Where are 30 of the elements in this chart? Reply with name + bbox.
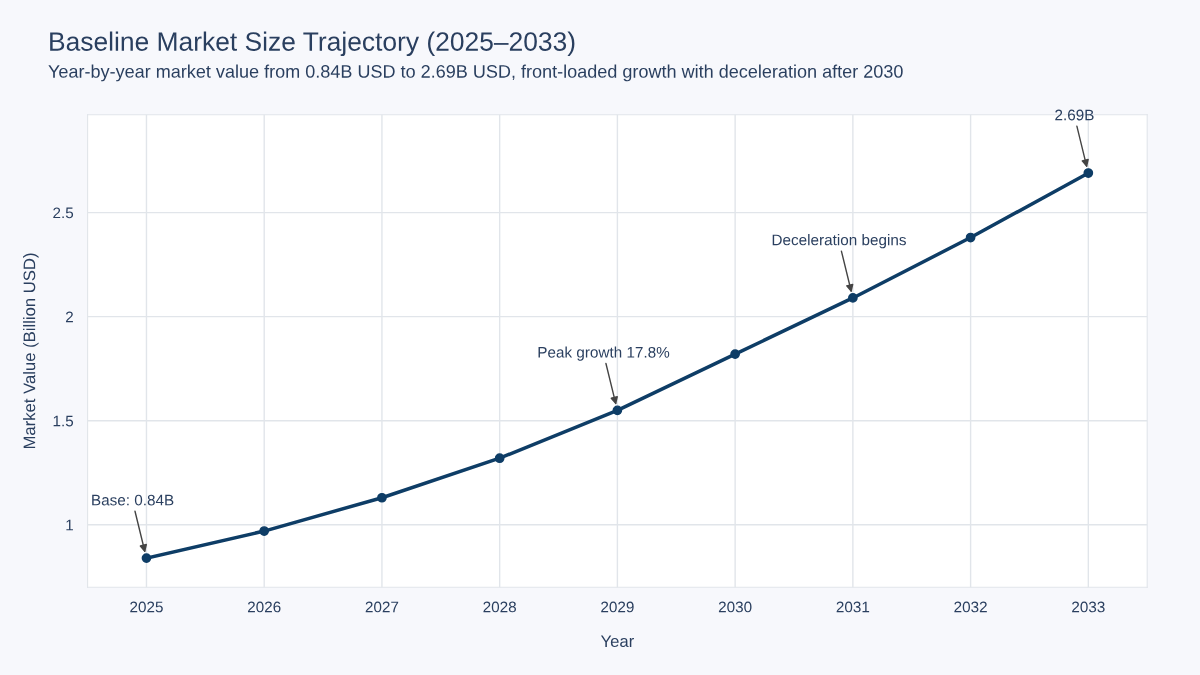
x-axis-title: Year (600, 635, 634, 648)
x-tick-label: 2028 (483, 601, 516, 613)
y-tick-label: 1 (66, 519, 73, 531)
y-tick-label: 1.5 (53, 415, 74, 427)
point (141, 553, 152, 563)
point (848, 293, 858, 303)
x-tick-label: 2027 (365, 601, 399, 613)
x-tick-label: 2030 (718, 601, 752, 613)
y-tick-label: 2.5 (53, 207, 74, 219)
x-tick-label: 2029 (601, 601, 634, 613)
y-axis-title: Market Value (Billion USD) (23, 253, 39, 449)
y-tick-label: 2 (65, 311, 73, 323)
x-tick-label: 2032 (954, 601, 987, 613)
chart-title: Baseline Market Size Trajectory (2025–2033) (50, 31, 575, 57)
point (612, 405, 623, 416)
point (1083, 168, 1094, 178)
x-tick-label: 2026 (247, 601, 281, 613)
annotation: Peak growth 17.8% (538, 346, 670, 361)
point (730, 349, 740, 359)
point (259, 526, 270, 536)
annotation: 2.69B (1055, 109, 1094, 121)
x-tick-label: 2031 (836, 601, 870, 613)
annotation: Base: 0.84B (92, 494, 174, 506)
point (965, 232, 976, 243)
annotation: Deceleration begins (772, 234, 906, 249)
chart-subtitle: Year-by-year market value from 0.84B USD to 2.69B USD, front-loaded growth with deceleration after 2030 (48, 64, 903, 82)
point (377, 492, 387, 503)
point (494, 453, 505, 464)
x-tick-label: 2025 (130, 601, 163, 613)
x-tick-label: 2033 (1072, 601, 1105, 613)
